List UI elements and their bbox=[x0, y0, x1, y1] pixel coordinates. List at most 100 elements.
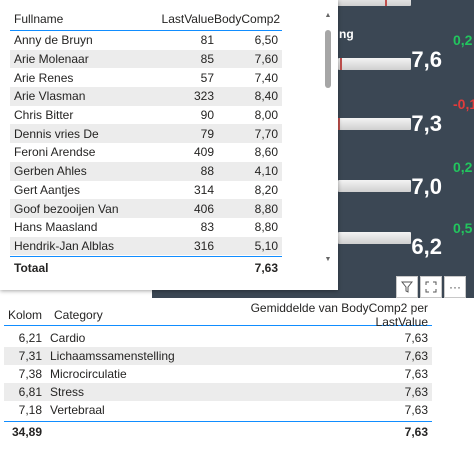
cell-lastvalue: 406 bbox=[193, 201, 214, 216]
total-average: 7,63 bbox=[404, 424, 428, 439]
cell-bodycomp2: 8,40 bbox=[254, 89, 278, 104]
column-header-category[interactable]: Category bbox=[54, 307, 103, 322]
gauge-bar bbox=[338, 118, 411, 130]
metric-delta: 0,5 bbox=[453, 220, 473, 236]
table-row[interactable]: Dennis vries De 79 7,70 bbox=[10, 124, 282, 144]
table-row[interactable]: Chris Bitter 90 8,00 bbox=[10, 106, 282, 125]
cell-lastvalue: 83 bbox=[200, 220, 214, 235]
table-row[interactable]: Hans Maasland 83 8,80 bbox=[10, 218, 282, 237]
visual-header: ··· bbox=[396, 276, 466, 298]
cell-kolom: 7,18 bbox=[18, 403, 42, 417]
cell-bodycomp2: 8,00 bbox=[254, 108, 278, 123]
cell-lastvalue: 85 bbox=[200, 52, 214, 67]
table-row[interactable]: 6,21 Cardio 7,63 bbox=[4, 329, 432, 347]
cell-lastvalue: 81 bbox=[200, 33, 214, 48]
table-header: Fullname LastValue BodyComp2 bbox=[10, 7, 282, 31]
table-row[interactable]: Arie Renes 57 7,40 bbox=[10, 68, 282, 87]
cell-fullname: Goof bezooijen Van bbox=[14, 201, 119, 216]
focus-mode-icon[interactable] bbox=[420, 276, 442, 298]
cell-category: Vertebraal bbox=[50, 403, 105, 417]
table-row[interactable]: Anny de Bruyn 81 6,50 bbox=[10, 31, 282, 50]
table-row[interactable]: Gerben Ahles 88 4,10 bbox=[10, 161, 282, 181]
cell-lastvalue: 79 bbox=[200, 126, 214, 141]
cell-bodycomp2: 8,20 bbox=[254, 182, 278, 197]
cell-fullname: Arie Renes bbox=[14, 70, 74, 85]
table-row[interactable]: 7,31 Lichaamssamenstelling 7,63 bbox=[4, 347, 432, 365]
more-options-icon[interactable]: ··· bbox=[444, 276, 466, 298]
table-header: Kolom Category Gemiddelde van BodyComp2 … bbox=[4, 300, 432, 329]
cell-kolom: 7,31 bbox=[18, 349, 42, 363]
cell-fullname: Anny de Bruyn bbox=[14, 33, 93, 48]
cell-bodycomp2: 7,40 bbox=[254, 70, 278, 85]
table-row[interactable]: Hendrik-Jan Alblas 316 5,10 bbox=[10, 236, 282, 256]
metric-value: 6,2 bbox=[411, 234, 442, 259]
cell-average: 7,63 bbox=[404, 403, 428, 417]
cell-fullname: Chris Bitter bbox=[14, 108, 74, 123]
cell-bodycomp2: 6,50 bbox=[254, 33, 278, 48]
cell-fullname: Feroni Arendse bbox=[14, 145, 96, 160]
cell-average: 7,63 bbox=[404, 349, 428, 363]
cell-category: Lichaamssamenstelling bbox=[50, 349, 175, 363]
scroll-thumb[interactable] bbox=[325, 30, 331, 88]
table-total-row: Totaal 7,63 bbox=[10, 256, 282, 278]
fullname-table[interactable]: Fullname LastValue BodyComp2 Anny de Bru… bbox=[0, 0, 338, 290]
table-row[interactable]: Gert Aantjes 314 8,20 bbox=[10, 181, 282, 200]
cell-lastvalue: 314 bbox=[193, 182, 214, 197]
category-table[interactable]: Kolom Category Gemiddelde van BodyComp2 … bbox=[0, 298, 474, 475]
filter-icon[interactable] bbox=[396, 276, 418, 298]
metric-delta: 0,2 bbox=[453, 32, 473, 48]
cell-fullname: Hendrik-Jan Alblas bbox=[14, 238, 115, 253]
cell-category: Cardio bbox=[50, 331, 86, 345]
vertical-scrollbar[interactable]: ▲ ▼ bbox=[324, 12, 332, 264]
gauge-bar bbox=[338, 232, 411, 244]
cell-fullname: Gert Aantjes bbox=[14, 182, 81, 197]
cell-category: Microcirculatie bbox=[50, 367, 127, 381]
cell-category: Stress bbox=[50, 385, 85, 399]
column-header-fullname[interactable]: Fullname bbox=[14, 11, 64, 26]
metric-value: 7,3 bbox=[411, 111, 442, 136]
cell-lastvalue: 323 bbox=[193, 89, 214, 104]
cell-average: 7,63 bbox=[404, 331, 428, 345]
cell-lastvalue: 90 bbox=[200, 108, 214, 123]
column-header-kolom[interactable]: Kolom bbox=[8, 307, 43, 322]
cell-lastvalue: 88 bbox=[200, 164, 214, 179]
scroll-down-icon[interactable]: ▼ bbox=[324, 256, 332, 263]
cell-average: 7,63 bbox=[404, 385, 428, 399]
table-row[interactable]: Arie Molenaar 85 7,60 bbox=[10, 49, 282, 69]
cell-fullname: Hans Maasland bbox=[14, 220, 98, 235]
cell-bodycomp2: 4,10 bbox=[254, 164, 278, 179]
metric-delta: -0,1 bbox=[453, 96, 474, 112]
metric-value: 7,0 bbox=[411, 174, 442, 199]
cell-bodycomp2: 8,80 bbox=[254, 201, 278, 216]
table-row[interactable]: Arie Vlasman 323 8,40 bbox=[10, 87, 282, 106]
cell-fullname: Dennis vries De bbox=[14, 126, 99, 141]
column-header-bodycomp2[interactable]: BodyComp2 bbox=[214, 11, 281, 26]
cell-bodycomp2: 7,60 bbox=[254, 52, 278, 67]
metric-delta: 0,2 bbox=[453, 159, 473, 175]
total-bodycomp2: 7,63 bbox=[254, 260, 278, 275]
table-row[interactable]: Goof bezooijen Van 406 8,80 bbox=[10, 199, 282, 218]
table-body: Anny de Bruyn 81 6,50 Arie Molenaar 85 7,60 Ar… bbox=[10, 31, 282, 256]
cell-average: 7,63 bbox=[404, 367, 428, 381]
table-row[interactable]: 7,38 Microcirculatie 7,63 bbox=[4, 365, 432, 383]
column-header-lastvalue[interactable]: LastValue bbox=[161, 11, 214, 26]
scroll-up-icon[interactable]: ▲ bbox=[324, 12, 332, 19]
table-row[interactable]: Feroni Arendse 409 8,60 bbox=[10, 143, 282, 162]
total-kolom: 34,89 bbox=[11, 424, 42, 439]
total-label: Totaal bbox=[14, 260, 49, 275]
table-row[interactable]: 7,18 Vertebraal 7,63 bbox=[4, 401, 432, 419]
table-row[interactable]: 6,81 Stress 7,63 bbox=[4, 383, 432, 401]
gauge-bar bbox=[325, 0, 411, 6]
cell-fullname: Gerben Ahles bbox=[14, 164, 87, 179]
cell-lastvalue: 409 bbox=[193, 145, 214, 160]
cell-bodycomp2: 7,70 bbox=[254, 126, 278, 141]
column-header-average[interactable]: Gemiddelde van BodyComp2 per LastValue bbox=[250, 300, 428, 329]
cell-fullname: Arie Vlasman bbox=[14, 89, 86, 104]
cell-bodycomp2: 8,60 bbox=[254, 145, 278, 160]
cell-lastvalue: 57 bbox=[200, 70, 214, 85]
cell-lastvalue: 316 bbox=[193, 238, 214, 253]
cell-bodycomp2: 8,80 bbox=[254, 220, 278, 235]
cell-bodycomp2: 5,10 bbox=[254, 238, 278, 253]
table-total-row: 34,89 7,63 bbox=[4, 421, 432, 441]
cell-kolom: 7,38 bbox=[18, 367, 42, 381]
